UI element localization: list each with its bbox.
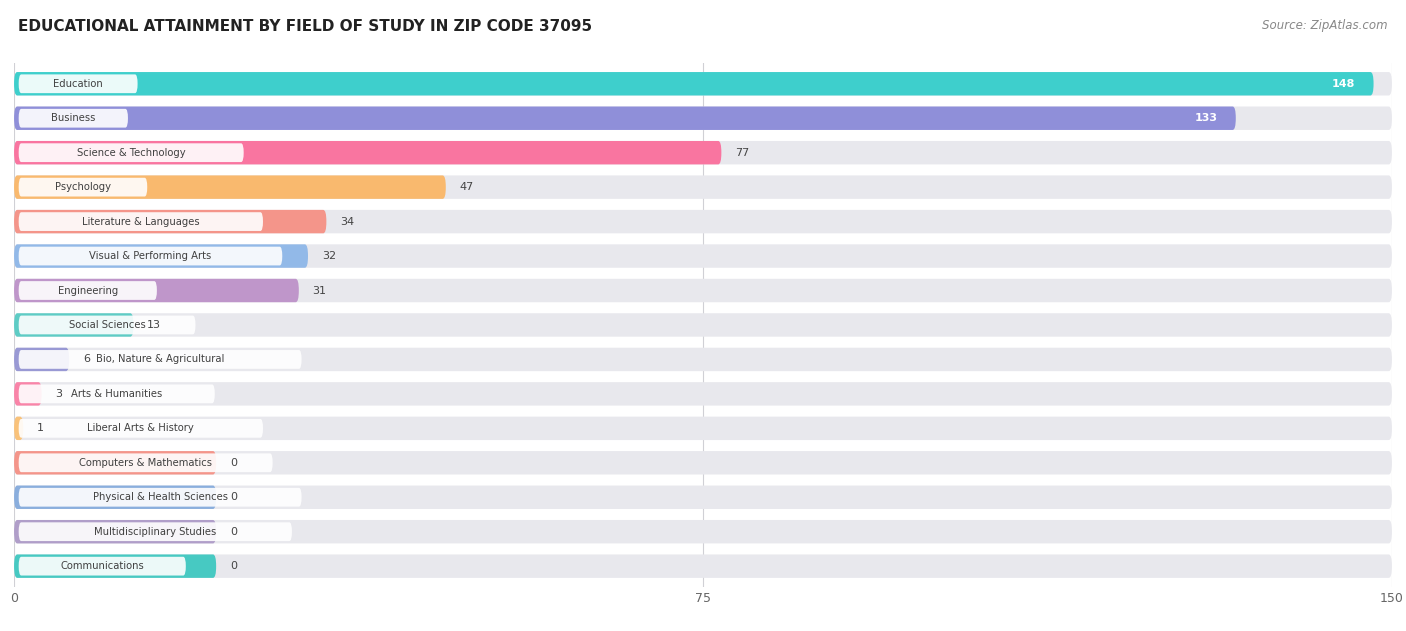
Text: 31: 31 <box>312 285 326 295</box>
FancyBboxPatch shape <box>14 313 134 337</box>
Text: Social Sciences: Social Sciences <box>69 320 145 330</box>
FancyBboxPatch shape <box>18 488 301 507</box>
FancyBboxPatch shape <box>18 281 157 300</box>
Text: Multidisciplinary Studies: Multidisciplinary Studies <box>94 527 217 537</box>
Text: Literature & Languages: Literature & Languages <box>82 216 200 227</box>
FancyBboxPatch shape <box>14 451 217 475</box>
FancyBboxPatch shape <box>14 416 24 440</box>
FancyBboxPatch shape <box>14 485 217 509</box>
Text: Communications: Communications <box>60 561 145 571</box>
FancyBboxPatch shape <box>18 109 128 127</box>
Text: Physical & Health Sciences: Physical & Health Sciences <box>93 492 228 502</box>
FancyBboxPatch shape <box>14 210 326 233</box>
FancyBboxPatch shape <box>14 141 1392 165</box>
Text: 6: 6 <box>83 355 90 365</box>
Text: Computers & Mathematics: Computers & Mathematics <box>79 457 212 468</box>
FancyBboxPatch shape <box>14 244 308 268</box>
FancyBboxPatch shape <box>18 419 263 438</box>
FancyBboxPatch shape <box>18 178 148 196</box>
FancyBboxPatch shape <box>18 74 138 93</box>
FancyBboxPatch shape <box>14 175 446 199</box>
Text: 3: 3 <box>55 389 62 399</box>
Text: Liberal Arts & History: Liberal Arts & History <box>87 423 194 433</box>
Text: 148: 148 <box>1331 79 1355 89</box>
Text: Arts & Humanities: Arts & Humanities <box>72 389 162 399</box>
FancyBboxPatch shape <box>14 313 1392 337</box>
FancyBboxPatch shape <box>18 454 273 472</box>
FancyBboxPatch shape <box>14 107 1236 130</box>
FancyBboxPatch shape <box>18 212 263 231</box>
FancyBboxPatch shape <box>14 141 721 165</box>
FancyBboxPatch shape <box>14 520 1392 543</box>
FancyBboxPatch shape <box>14 416 1392 440</box>
FancyBboxPatch shape <box>18 247 283 266</box>
FancyBboxPatch shape <box>14 72 1392 95</box>
FancyBboxPatch shape <box>14 244 1392 268</box>
Text: 77: 77 <box>735 148 749 158</box>
FancyBboxPatch shape <box>14 279 1392 302</box>
FancyBboxPatch shape <box>14 279 299 302</box>
FancyBboxPatch shape <box>14 210 1392 233</box>
Text: 32: 32 <box>322 251 336 261</box>
FancyBboxPatch shape <box>18 143 243 162</box>
FancyBboxPatch shape <box>14 382 42 406</box>
FancyBboxPatch shape <box>18 522 292 541</box>
Text: Science & Technology: Science & Technology <box>77 148 186 158</box>
Text: 1: 1 <box>37 423 44 433</box>
Text: Bio, Nature & Agricultural: Bio, Nature & Agricultural <box>96 355 225 365</box>
FancyBboxPatch shape <box>14 555 217 578</box>
FancyBboxPatch shape <box>14 520 217 543</box>
Text: 34: 34 <box>340 216 354 227</box>
FancyBboxPatch shape <box>14 485 1392 509</box>
Text: Education: Education <box>53 79 103 89</box>
Text: Engineering: Engineering <box>58 285 118 295</box>
FancyBboxPatch shape <box>14 175 1392 199</box>
FancyBboxPatch shape <box>18 384 215 403</box>
Text: 0: 0 <box>231 457 238 468</box>
Text: 47: 47 <box>460 182 474 192</box>
FancyBboxPatch shape <box>14 555 1392 578</box>
FancyBboxPatch shape <box>14 72 1374 95</box>
Text: Business: Business <box>51 113 96 123</box>
Text: 13: 13 <box>148 320 162 330</box>
FancyBboxPatch shape <box>14 451 1392 475</box>
Text: 133: 133 <box>1195 113 1218 123</box>
Text: 0: 0 <box>231 527 238 537</box>
FancyBboxPatch shape <box>14 107 1392 130</box>
FancyBboxPatch shape <box>14 348 1392 371</box>
Text: Visual & Performing Arts: Visual & Performing Arts <box>90 251 211 261</box>
FancyBboxPatch shape <box>14 382 1392 406</box>
Text: 0: 0 <box>231 492 238 502</box>
FancyBboxPatch shape <box>18 557 186 575</box>
Text: EDUCATIONAL ATTAINMENT BY FIELD OF STUDY IN ZIP CODE 37095: EDUCATIONAL ATTAINMENT BY FIELD OF STUDY… <box>18 19 592 34</box>
FancyBboxPatch shape <box>18 350 301 369</box>
Text: Psychology: Psychology <box>55 182 111 192</box>
Text: 0: 0 <box>231 561 238 571</box>
FancyBboxPatch shape <box>14 348 69 371</box>
FancyBboxPatch shape <box>18 316 195 334</box>
Text: Source: ZipAtlas.com: Source: ZipAtlas.com <box>1263 19 1388 32</box>
